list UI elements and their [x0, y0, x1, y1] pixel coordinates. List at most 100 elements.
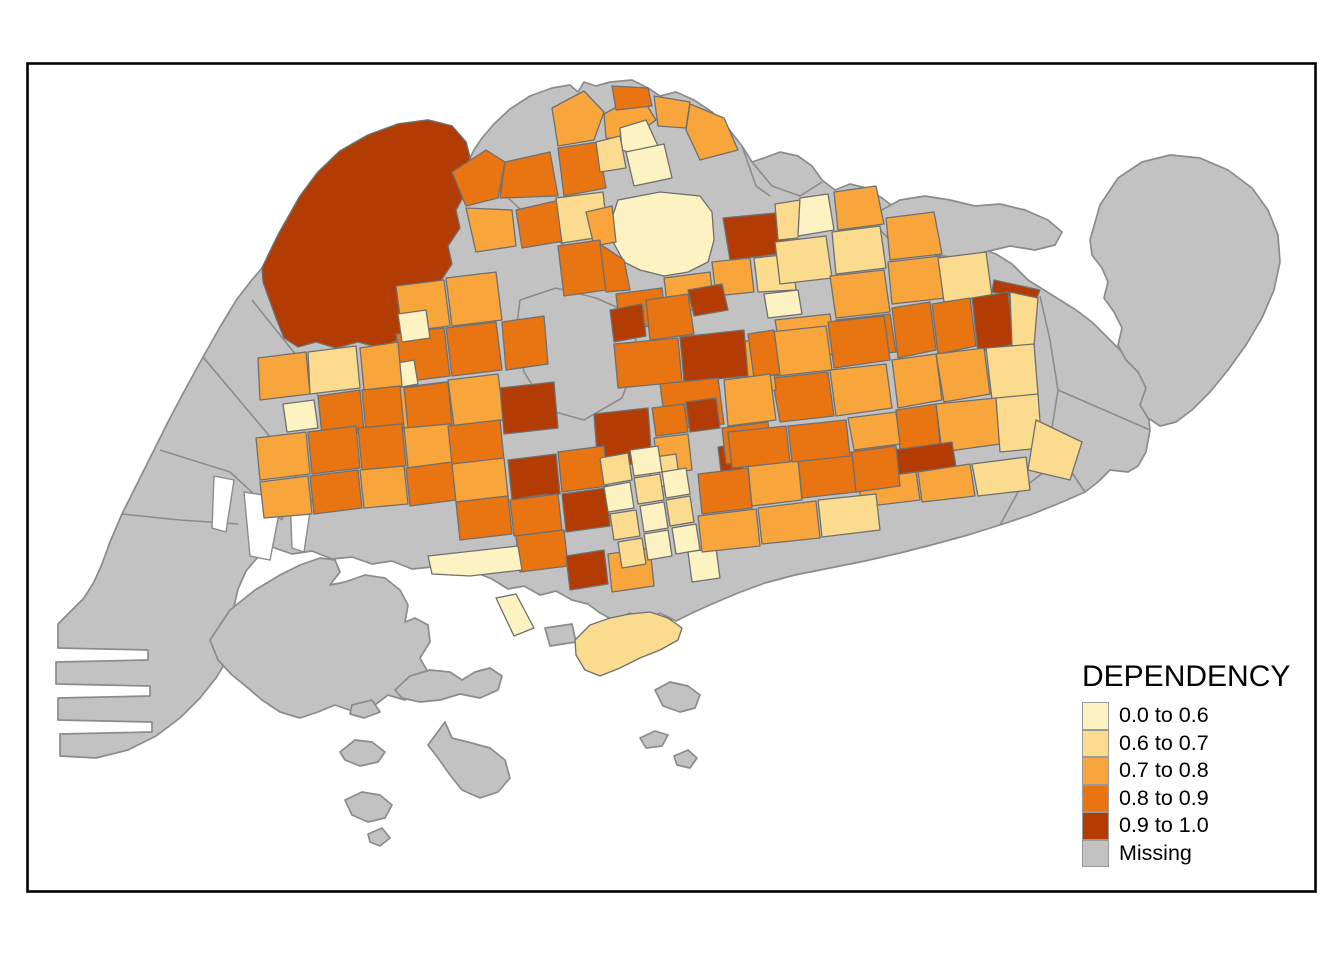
subzone-c3	[585, 205, 617, 247]
subzone-c3	[887, 255, 947, 305]
subzone-c2	[599, 452, 633, 486]
legend-items: 0.0 to 0.6 0.6 to 0.7 0.7 to 0.8 0.8 to 0.9…	[1078, 702, 1310, 867]
subzone-c2	[985, 343, 1039, 401]
legend-label: 0.0 to 0.6	[1119, 703, 1209, 728]
subzone-c3	[829, 269, 891, 319]
subzone-c3	[917, 463, 976, 503]
subzone-c3	[259, 475, 313, 519]
subzone-c3	[885, 211, 943, 261]
legend-item-c3: 0.7 to 0.8	[1078, 757, 1310, 785]
lazarus-islet	[639, 730, 669, 749]
legend-label: 0.9 to 1.0	[1119, 813, 1209, 838]
subzone-c3	[747, 459, 803, 507]
subzone-c2	[609, 509, 641, 541]
subzone-c3	[255, 431, 311, 481]
subzone-c4	[787, 419, 851, 463]
legend: DEPENDENCY 0.0 to 0.6 0.6 to 0.7 0.7 to 0.…	[1078, 660, 1310, 867]
subzone-c3	[551, 90, 605, 147]
subzone-c3	[465, 207, 517, 253]
pulau-semakau	[427, 721, 511, 799]
subzone-c3	[757, 500, 821, 545]
subzone-c4	[515, 529, 569, 573]
subzone-c1	[282, 399, 319, 433]
sw-islet-3	[367, 827, 391, 847]
subzone-c3	[829, 363, 893, 417]
subzone-c2	[307, 345, 361, 395]
subzone-c2	[831, 225, 887, 275]
legend-swatch-c1	[1082, 702, 1109, 730]
subzone-c3	[833, 185, 885, 231]
subzone-c4	[447, 419, 505, 465]
sw-islet-1	[339, 739, 386, 767]
legend-item-c2: 0.6 to 0.7	[1078, 729, 1310, 757]
pulau-bukom	[394, 667, 503, 703]
legend-title: DEPENDENCY	[1082, 660, 1291, 693]
subzone-c4	[771, 371, 835, 423]
legend-swatch-c3	[1082, 757, 1109, 785]
subzone-c4	[557, 141, 607, 197]
subzone-c2	[1009, 291, 1039, 347]
subzone-c4	[599, 243, 631, 293]
subzone-c4	[827, 315, 891, 369]
subzone-c5	[679, 329, 749, 383]
subzone-c5	[685, 397, 721, 433]
pulau-brani	[544, 623, 577, 647]
legend-swatch-c4	[1082, 784, 1109, 812]
subzone-c1	[763, 289, 803, 319]
missing-subzone-border	[751, 161, 823, 197]
subzone-c1	[427, 545, 523, 577]
subzone-c1	[643, 529, 673, 561]
subzone-c4	[557, 445, 609, 493]
subzone-c4	[403, 381, 453, 429]
subzone-c1	[671, 523, 701, 555]
subzone-c1	[625, 143, 673, 187]
subzone-c4	[613, 337, 683, 389]
subzone-c5	[971, 291, 1015, 353]
legend-swatch-m	[1082, 839, 1109, 867]
subzone-c3	[445, 271, 503, 327]
subzone-c5	[609, 303, 647, 343]
subzone-c1	[611, 191, 715, 277]
subzone-c2	[774, 235, 833, 285]
legend-label: Missing	[1119, 840, 1192, 865]
subzone-c4	[509, 493, 563, 537]
subzone-c4	[651, 403, 689, 437]
missing-subzone-border	[1057, 389, 1151, 431]
subzone-c5	[687, 283, 729, 317]
bukom-islet	[349, 699, 381, 719]
legend-swatch-c2	[1082, 729, 1109, 757]
subzone-c4	[499, 151, 559, 199]
subzone-c3	[447, 373, 505, 427]
subzone-c3	[697, 508, 761, 553]
subzone-c3	[723, 373, 777, 427]
subzone-c3	[935, 347, 991, 403]
subzone-c5	[499, 381, 559, 435]
subzone-c4	[891, 301, 937, 359]
subzone-c4	[645, 293, 695, 341]
subzone-c4	[451, 149, 506, 207]
subzone-c1	[397, 309, 431, 343]
subzone-c5	[561, 487, 611, 533]
subzone-c2	[633, 473, 665, 505]
subzone-c2	[774, 199, 801, 241]
subzone-c1	[661, 467, 691, 499]
legend-item-c5: 0.9 to 1.0	[1078, 812, 1310, 840]
subzone-c2	[817, 493, 881, 538]
subzone-c3	[403, 423, 455, 469]
legend-label: 0.6 to 0.7	[1119, 730, 1209, 755]
subzone-c4	[445, 321, 503, 377]
subzone-c4	[697, 467, 753, 515]
subzone-c5	[565, 549, 609, 591]
subzone-c4	[747, 329, 781, 379]
subzone-c4	[405, 461, 457, 507]
subzone-c4	[611, 85, 653, 111]
subzone-c1	[629, 445, 663, 477]
subzone-c3	[653, 95, 691, 129]
legend-item-c4: 0.8 to 0.9	[1078, 784, 1310, 812]
subzone-c2	[937, 251, 993, 303]
subzone-c1	[639, 501, 669, 533]
subzone-c4	[307, 425, 361, 475]
subzone-c4	[931, 297, 977, 355]
subzone-c3	[359, 341, 403, 391]
